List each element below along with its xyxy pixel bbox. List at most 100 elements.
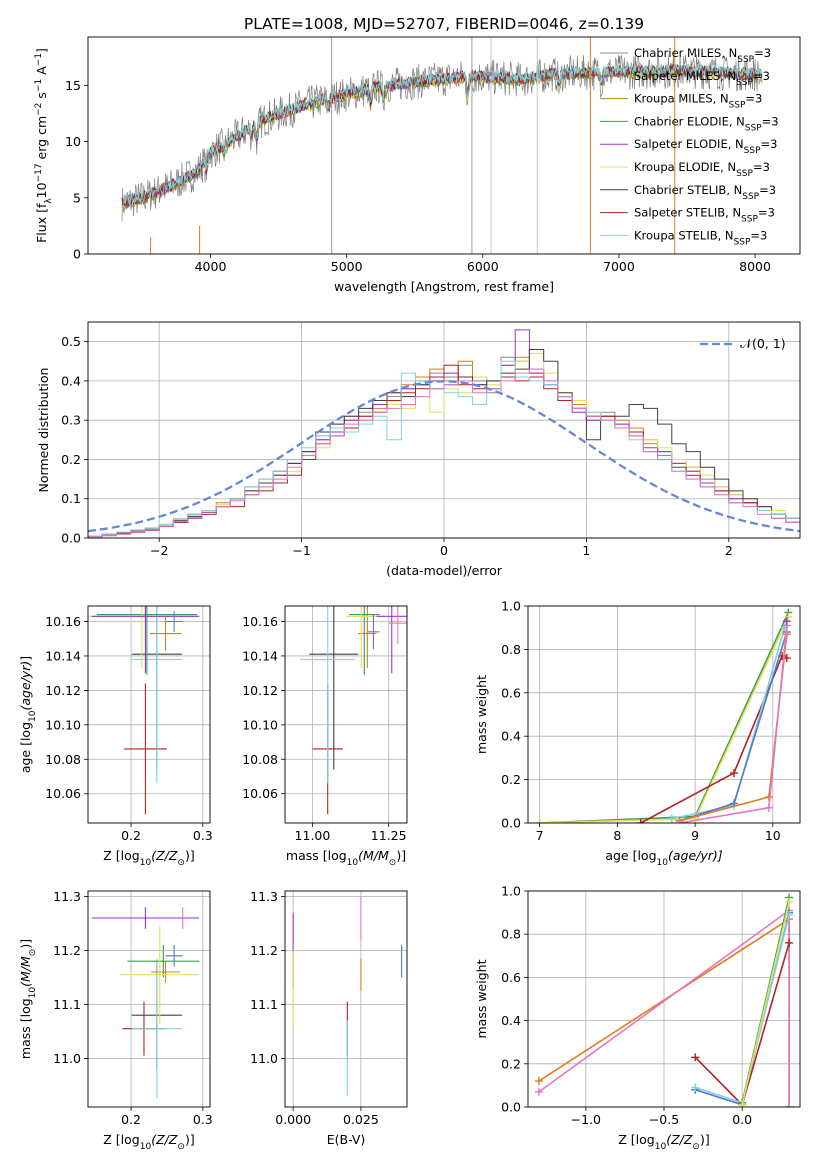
age_vs_Z-xlabel-part: ⊙ <box>177 858 185 868</box>
spectrum-xtick-label: 7000 <box>603 259 635 274</box>
spectrum-ytick-label: 10 <box>65 134 81 149</box>
massweight_vs_age-ylabel: mass weight <box>474 675 489 754</box>
residuals-ylabel: Normed distribution <box>36 368 51 493</box>
errorbar-point <box>91 606 200 674</box>
mass_vs_Z-ytick-label: 11.0 <box>53 1051 81 1066</box>
errorbar-point <box>91 907 200 929</box>
massweight_vs_age-xtick-label: 7 <box>536 828 544 843</box>
legend-entry-part: SSP <box>737 55 754 65</box>
massweight_vs_Z-xlabel-part: 10 <box>655 1142 667 1152</box>
massweight_vs_age-ytick-label: 0.4 <box>501 729 521 744</box>
gaussian-legend-label: 𝒩(0, 1) <box>740 336 786 351</box>
histogram-series <box>88 368 800 538</box>
massweight_vs_Z-ytick-label: 0.6 <box>501 970 521 985</box>
legend-entry: Chabrier MILES, NSSP=3 <box>634 46 771 65</box>
residuals-xtick-label: 2 <box>725 543 733 558</box>
residuals-ytick-label: 0.5 <box>61 334 81 349</box>
massweight_vs_Z-ytick-label: 0.2 <box>501 1056 521 1071</box>
legend-entry-part: Kroupa STELIB, N <box>634 228 734 242</box>
age_vs_Z-ytick-label: 10.16 <box>45 614 81 629</box>
residuals-xlabel-part: (data-model)/error <box>386 563 503 578</box>
mass_vs_ebv-xlabel: E(B-V) <box>327 1132 366 1147</box>
age_vs_Z-xlabel-part: )] <box>185 848 195 863</box>
age_vs_mass-ytick-label: 10.10 <box>242 717 278 732</box>
age_vs_Z-ylabel-part: ] <box>18 656 33 661</box>
mass_vs_Z-xlabel: Z [log10(Z/Z⊙)] <box>103 1132 194 1152</box>
age_vs_Z-xtick-label: 0.3 <box>193 828 213 843</box>
errorbar-point <box>127 945 200 978</box>
age_vs_Z-ytick-label: 10.08 <box>45 752 81 767</box>
weight-series <box>535 612 793 823</box>
spectrum-ylabel-part: s <box>34 92 49 103</box>
massweight_vs_Z-ytick-label: 0.8 <box>501 927 521 942</box>
age_vs_mass-xtick-label: 11.25 <box>371 828 407 843</box>
spectrum-model-line <box>121 62 763 208</box>
residuals-ytick-label: 0.0 <box>61 531 81 546</box>
errorbar-point <box>96 606 198 675</box>
massweight_vs_age-xtick-label: 8 <box>613 828 621 843</box>
errorbar-point <box>346 606 377 668</box>
mass_vs_Z-xlabel-part: Z [log <box>103 1132 139 1147</box>
age_vs_Z-xlabel-part: Z [log <box>103 848 139 863</box>
age_vs_Z-xlabel-part: (Z/Z <box>151 848 178 863</box>
spectrum-xtick-label: 4000 <box>195 259 227 274</box>
mass_vs_Z-xlabel-part: )] <box>185 1132 195 1147</box>
massweight_vs_age-plot-area <box>535 608 793 823</box>
age_vs_Z-ytick-label: 10.10 <box>45 717 81 732</box>
spectrum-xtick-label: 6000 <box>467 259 499 274</box>
spectrum-ytick-label: 15 <box>65 78 81 93</box>
massweight_vs_age-xlabel-part: age [log <box>605 848 656 863</box>
legend-entry: Salpeter STELIB, NSSP=3 <box>634 206 775 225</box>
legend-entry-part: =3 <box>754 46 771 60</box>
massweight_vs_Z-xtick-label: −0.5 <box>649 1112 679 1127</box>
massweight_vs_age-xtick-label: 10 <box>765 828 781 843</box>
errorbar-point <box>131 958 183 1099</box>
mass_vs_Z-ytick-label: 11.1 <box>53 997 81 1012</box>
age_vs_Z-frame <box>87 605 211 824</box>
legend-entry-part: =3 <box>759 183 776 197</box>
massweight_vs_Z-axes: −1.0 −0.5 0.0 0.0 0.2 0.4 0.6 0.8 1.0 Z [log10(Z/… <box>474 884 801 1152</box>
mass_vs_Z-ylabel-part: )] <box>18 939 33 949</box>
legend-entry-part: Salpeter STELIB, N <box>634 206 741 220</box>
massweight_vs_age-ytick-label: 0.6 <box>501 685 521 700</box>
age_vs_Z-ylabel: age [log10(age/yr)] <box>18 656 38 773</box>
spectrum-xlabel: wavelength [Angstrom, rest frame] <box>334 279 554 294</box>
spectrum-ylabel-part: λ <box>44 198 54 204</box>
errorbar-point <box>151 961 180 983</box>
legend-entry-part: SSP <box>745 123 762 133</box>
massweight_vs_age-frame <box>527 605 801 824</box>
errorbar-point <box>120 926 200 1024</box>
massweight_vs_Z-ylabel-part: mass weight <box>474 959 489 1038</box>
age_vs_mass-plot-area <box>300 606 407 815</box>
errorbar-point <box>376 606 407 674</box>
spectrum-data-line <box>121 53 763 222</box>
residuals-ytick-label: 0.2 <box>61 452 81 467</box>
spectrum-plot-area <box>121 37 763 254</box>
mass_vs_Z-ylabel-part: (M/M <box>18 956 33 987</box>
legend-entry-part: =3 <box>762 114 779 128</box>
massweight_vs_age-ytick-label: 1.0 <box>501 599 521 614</box>
mass_vs_Z-xlabel-part: ⊙ <box>177 1142 185 1152</box>
residuals-ylabel-part: Normed distribution <box>36 368 51 493</box>
massweight_vs_Z-xlabel-part: )] <box>700 1132 710 1147</box>
mass_vs_Z-ytick-label: 11.3 <box>53 889 81 904</box>
massweight_vs_age-xlabel-part: 10 <box>657 858 669 868</box>
age_vs_mass-xlabel-part: )] <box>396 848 406 863</box>
age_vs_mass-ytick-label: 10.06 <box>242 786 278 801</box>
weight-series <box>738 897 794 1107</box>
legend-entry: Chabrier ELODIE, NSSP=3 <box>634 114 779 133</box>
mass_vs_Z-ylabel-part: ⊙ <box>28 949 38 957</box>
massweight_vs_age-ytick-label: 0.8 <box>501 642 521 657</box>
legend-entry-part: =3 <box>753 160 770 174</box>
age_vs_Z-xlabel-part: 10 <box>140 858 152 868</box>
massweight_vs_age-ylabel-part: mass weight <box>474 675 489 754</box>
age_vs_mass-ytick-label: 10.14 <box>242 648 278 663</box>
age_vs_mass-xlabel-part: (M/M <box>358 848 389 863</box>
residuals-xlabel: (data-model)/error <box>386 563 503 578</box>
legend-entry: Salpeter ELODIE, NSSP=3 <box>634 137 777 156</box>
mass_vs_ebv-axes: 0.000 0.025 11.0 11.1 11.2 11.3 E(B-V) <box>250 889 408 1147</box>
age_vs_mass-axes: 11.00 11.25 10.06 10.08 10.10 10.12 10.14 10.16… <box>242 605 408 868</box>
massweight_vs_age-xlabel-part: (age/yr)] <box>668 848 723 863</box>
age_vs_Z-ylabel-part: 10 <box>28 710 38 722</box>
